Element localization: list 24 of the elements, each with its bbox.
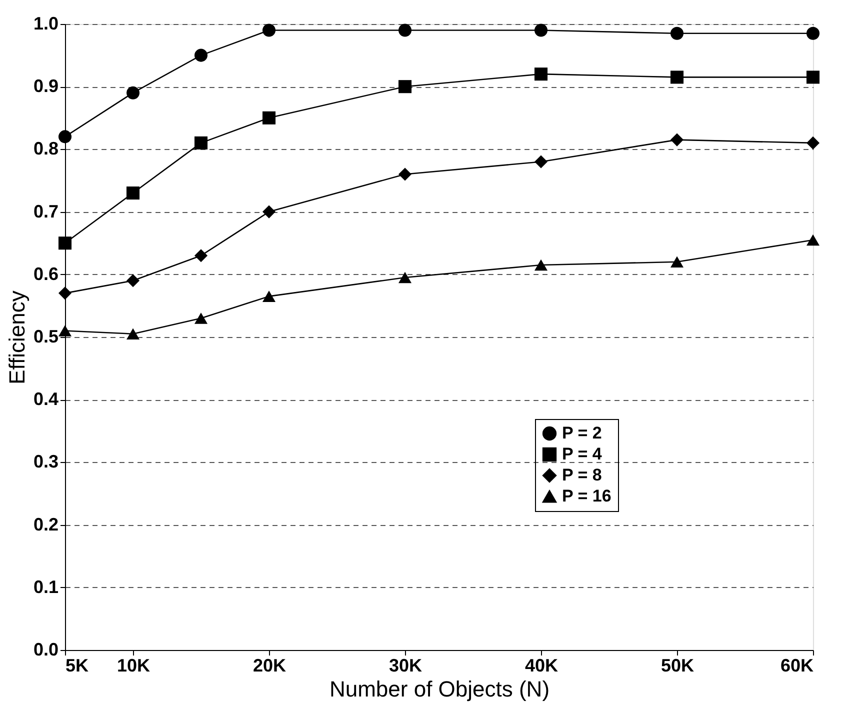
y-tick-label: 0.7 — [33, 201, 58, 222]
y-axis-title: Efficiency — [4, 290, 30, 384]
y-tick-label: 0.4 — [33, 389, 58, 410]
x-tick-label: 5K — [66, 656, 89, 676]
y-tick-label: 0.5 — [33, 326, 58, 346]
y-tick-label: 1.0 — [33, 14, 58, 34]
y-tick-label: 0.9 — [33, 76, 58, 96]
x-tick-label: 40K — [524, 656, 558, 676]
x-tick-label: 20K — [252, 656, 286, 676]
y-tick-label: 0.0 — [33, 640, 58, 660]
legend-label: P = 8 — [562, 466, 602, 484]
legend-label: P = 4 — [562, 444, 602, 464]
y-tick-label: 0.1 — [33, 576, 58, 597]
y-tick-label: 0.8 — [33, 138, 58, 159]
y-tick-label: 0.2 — [33, 514, 58, 534]
x-tick-label: 50K — [660, 656, 694, 676]
y-tick-label: 0.6 — [33, 264, 58, 284]
x-axis-title: Number of Objects (N) — [329, 676, 550, 702]
x-tick-label: 60K — [780, 656, 814, 676]
x-tick-label: 10K — [116, 656, 150, 676]
x-tick-label: 30K — [388, 656, 422, 676]
legend-label: P = 2 — [562, 424, 602, 442]
legend-label: P = 16 — [562, 486, 612, 506]
y-tick-label: 0.3 — [33, 452, 58, 472]
